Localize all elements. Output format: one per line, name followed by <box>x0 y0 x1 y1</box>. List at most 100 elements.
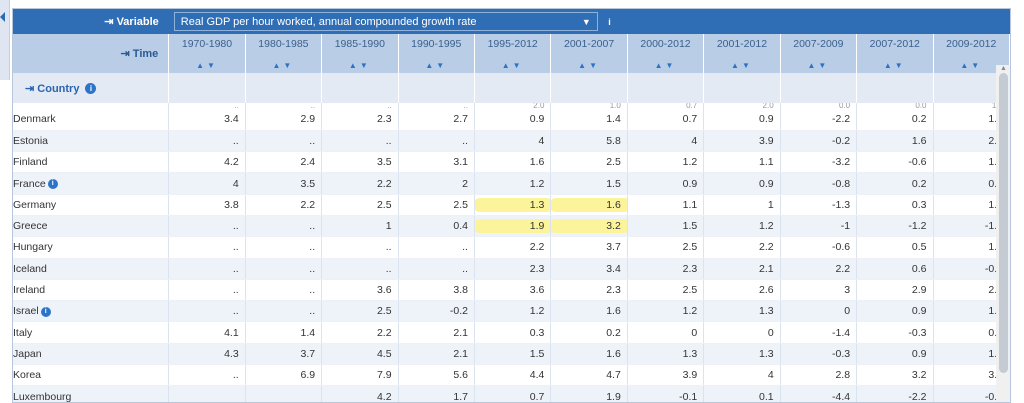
value-cell: -1.2 <box>933 215 1010 238</box>
partial-cell: .. <box>245 103 323 109</box>
country-cell[interactable]: Italy <box>13 321 170 344</box>
partial-cell: 2.0 <box>703 103 781 109</box>
vertical-scrollbar[interactable]: ▲ <box>996 65 1010 402</box>
sort-asc-icon[interactable]: ▲ <box>196 60 207 70</box>
sort-asc-icon[interactable]: ▲ <box>272 60 284 70</box>
sort-asc-icon[interactable]: ▲ <box>654 60 666 70</box>
sort-control: ▲▼ <box>627 54 705 73</box>
variable-select-value: Real GDP per hour worked, annual compoun… <box>180 16 477 28</box>
value-cell: 3.1 <box>398 151 475 174</box>
country-cell[interactable]: Denmark <box>13 109 170 131</box>
sort-desc-icon[interactable]: ▼ <box>512 60 524 70</box>
country-info-icon[interactable]: i <box>85 83 97 95</box>
scroll-up-icon[interactable]: ▲ <box>1000 65 1007 72</box>
value-cell: .. <box>168 300 246 323</box>
value-cell: -0.3 <box>856 321 934 344</box>
country-label[interactable]: ⇥ Country i <box>13 73 170 103</box>
sort-desc-icon[interactable]: ▼ <box>206 60 218 70</box>
value-cell: 0.6 <box>856 258 934 280</box>
value-cell: 0.7 <box>474 385 552 402</box>
sort-asc-icon[interactable]: ▲ <box>731 60 742 70</box>
value-cell: .. <box>245 300 323 323</box>
period-header-2001-2012[interactable]: 2001-2012 <box>703 34 781 54</box>
sort-asc-icon[interactable]: ▲ <box>348 60 360 70</box>
value-cell: 4 <box>627 130 705 153</box>
value-cell: 0.1 <box>703 385 781 402</box>
period-header-1970-1980[interactable]: 1970-1980 <box>168 34 246 54</box>
side-panel-tab[interactable] <box>0 0 10 80</box>
value-cell: .. <box>245 215 323 238</box>
period-header-2007-2009[interactable]: 2007-2009 <box>780 34 858 54</box>
country-cell[interactable]: Hungary <box>13 236 170 259</box>
sort-asc-icon[interactable]: ▲ <box>807 60 819 70</box>
period-header-1990-1995[interactable]: 1990-1995 <box>398 34 475 54</box>
value-cell: 3.7 <box>245 343 323 366</box>
info-icon[interactable]: i <box>47 178 58 189</box>
value-cell: -3.2 <box>780 151 858 174</box>
period-header-2001-2007[interactable]: 2001-2007 <box>550 34 628 54</box>
country-name: France <box>13 177 46 190</box>
sort-control: ▲▼ <box>550 54 628 73</box>
sort-asc-icon[interactable]: ▲ <box>883 60 895 70</box>
table-row: Finland4.22.43.53.11.62.51.21.1-3.2-0.61… <box>13 151 1010 174</box>
period-header-2007-2012[interactable]: 2007-2012 <box>856 34 934 54</box>
period-header-1995-2012[interactable]: 1995-2012 <box>474 34 552 54</box>
partial-cell: .. <box>398 103 475 109</box>
variable-info-icon[interactable]: i <box>608 16 611 27</box>
time-label: ⇥ Time <box>13 34 170 73</box>
value-cell: .. <box>398 236 475 259</box>
sort-desc-icon[interactable]: ▼ <box>436 60 448 70</box>
value-cell: 2.7 <box>398 109 475 131</box>
sort-desc-icon[interactable]: ▼ <box>971 60 983 70</box>
sort-asc-icon[interactable]: ▲ <box>425 60 437 70</box>
country-cell[interactable]: Iceland <box>13 258 170 280</box>
country-cell[interactable]: Greece <box>13 215 170 238</box>
value-cell: 2.2 <box>703 236 781 259</box>
variable-select[interactable]: Real GDP per hour worked, annual compoun… <box>173 12 598 31</box>
value-cell: -0.6 <box>780 236 858 259</box>
value-cell: 3 <box>780 279 858 302</box>
period-header-2009-2012[interactable]: 2009-2012 <box>933 34 1010 54</box>
sort-desc-icon[interactable]: ▼ <box>283 60 295 70</box>
period-header-1980-1985[interactable]: 1980-1985 <box>245 34 323 54</box>
value-cell: 1.6 <box>550 300 628 323</box>
value-cell: 2.3 <box>321 109 399 131</box>
value-cell: -0.2 <box>398 300 475 323</box>
sort-desc-icon[interactable]: ▼ <box>665 60 677 70</box>
country-cell[interactable]: Israel i <box>13 300 170 323</box>
sort-desc-icon[interactable]: ▼ <box>359 60 371 70</box>
value-cell: 0.7 <box>627 109 705 131</box>
country-cell[interactable]: Germany <box>13 194 170 216</box>
sort-asc-icon[interactable]: ▲ <box>578 60 590 70</box>
table-row: Luxembourg 4.2 1.7 0.7 1.9 -0.1 0.1 -4.4 -2.2 -0.… <box>13 385 1010 402</box>
collapse-arrow-icon[interactable] <box>0 12 5 22</box>
value-cell: 1.7 <box>933 343 1010 366</box>
country-cell[interactable]: Estonia <box>13 130 170 153</box>
value-cell: 4 <box>168 172 246 195</box>
value-cell: 0 <box>627 321 705 344</box>
period-header-2000-2012[interactable]: 2000-2012 <box>627 34 705 54</box>
sort-desc-icon[interactable]: ▼ <box>741 60 753 70</box>
country-cell[interactable]: Korea <box>13 364 170 387</box>
sort-asc-icon[interactable]: ▲ <box>501 60 513 70</box>
country-cell[interactable]: Finland <box>13 151 170 174</box>
sort-desc-icon[interactable]: ▼ <box>589 60 601 70</box>
sort-desc-icon[interactable]: ▼ <box>818 60 830 70</box>
value-cell: 2.4 <box>245 151 323 174</box>
value-cell: 1.3 <box>703 343 781 366</box>
value-cell: 0.9 <box>703 109 781 131</box>
sort-desc-icon[interactable]: ▼ <box>894 60 906 70</box>
country-cell[interactable]: France i <box>13 172 170 195</box>
info-icon[interactable]: i <box>40 306 51 317</box>
sort-asc-icon[interactable]: ▲ <box>960 60 972 70</box>
country-cell[interactable]: Japan <box>13 343 170 366</box>
country-cell[interactable]: Ireland <box>13 279 170 302</box>
period-header-1985-1990[interactable]: 1985-1990 <box>321 34 399 54</box>
value-cell: 0.9 <box>474 109 552 131</box>
sort-control: ▲▼ <box>780 54 858 73</box>
value-cell: 2.1 <box>703 258 781 280</box>
country-cell[interactable]: Luxembourg <box>13 385 170 402</box>
scrollbar-thumb[interactable] <box>999 73 1008 373</box>
value-cell: 0.9 <box>703 172 781 195</box>
sort-controls-row: ▲▼ ▲▼ ▲▼ ▲▼ ▲▼ ▲▼ ▲▼ ▲▼ ▲▼ ▲▼ ▲▼ <box>13 54 1010 73</box>
